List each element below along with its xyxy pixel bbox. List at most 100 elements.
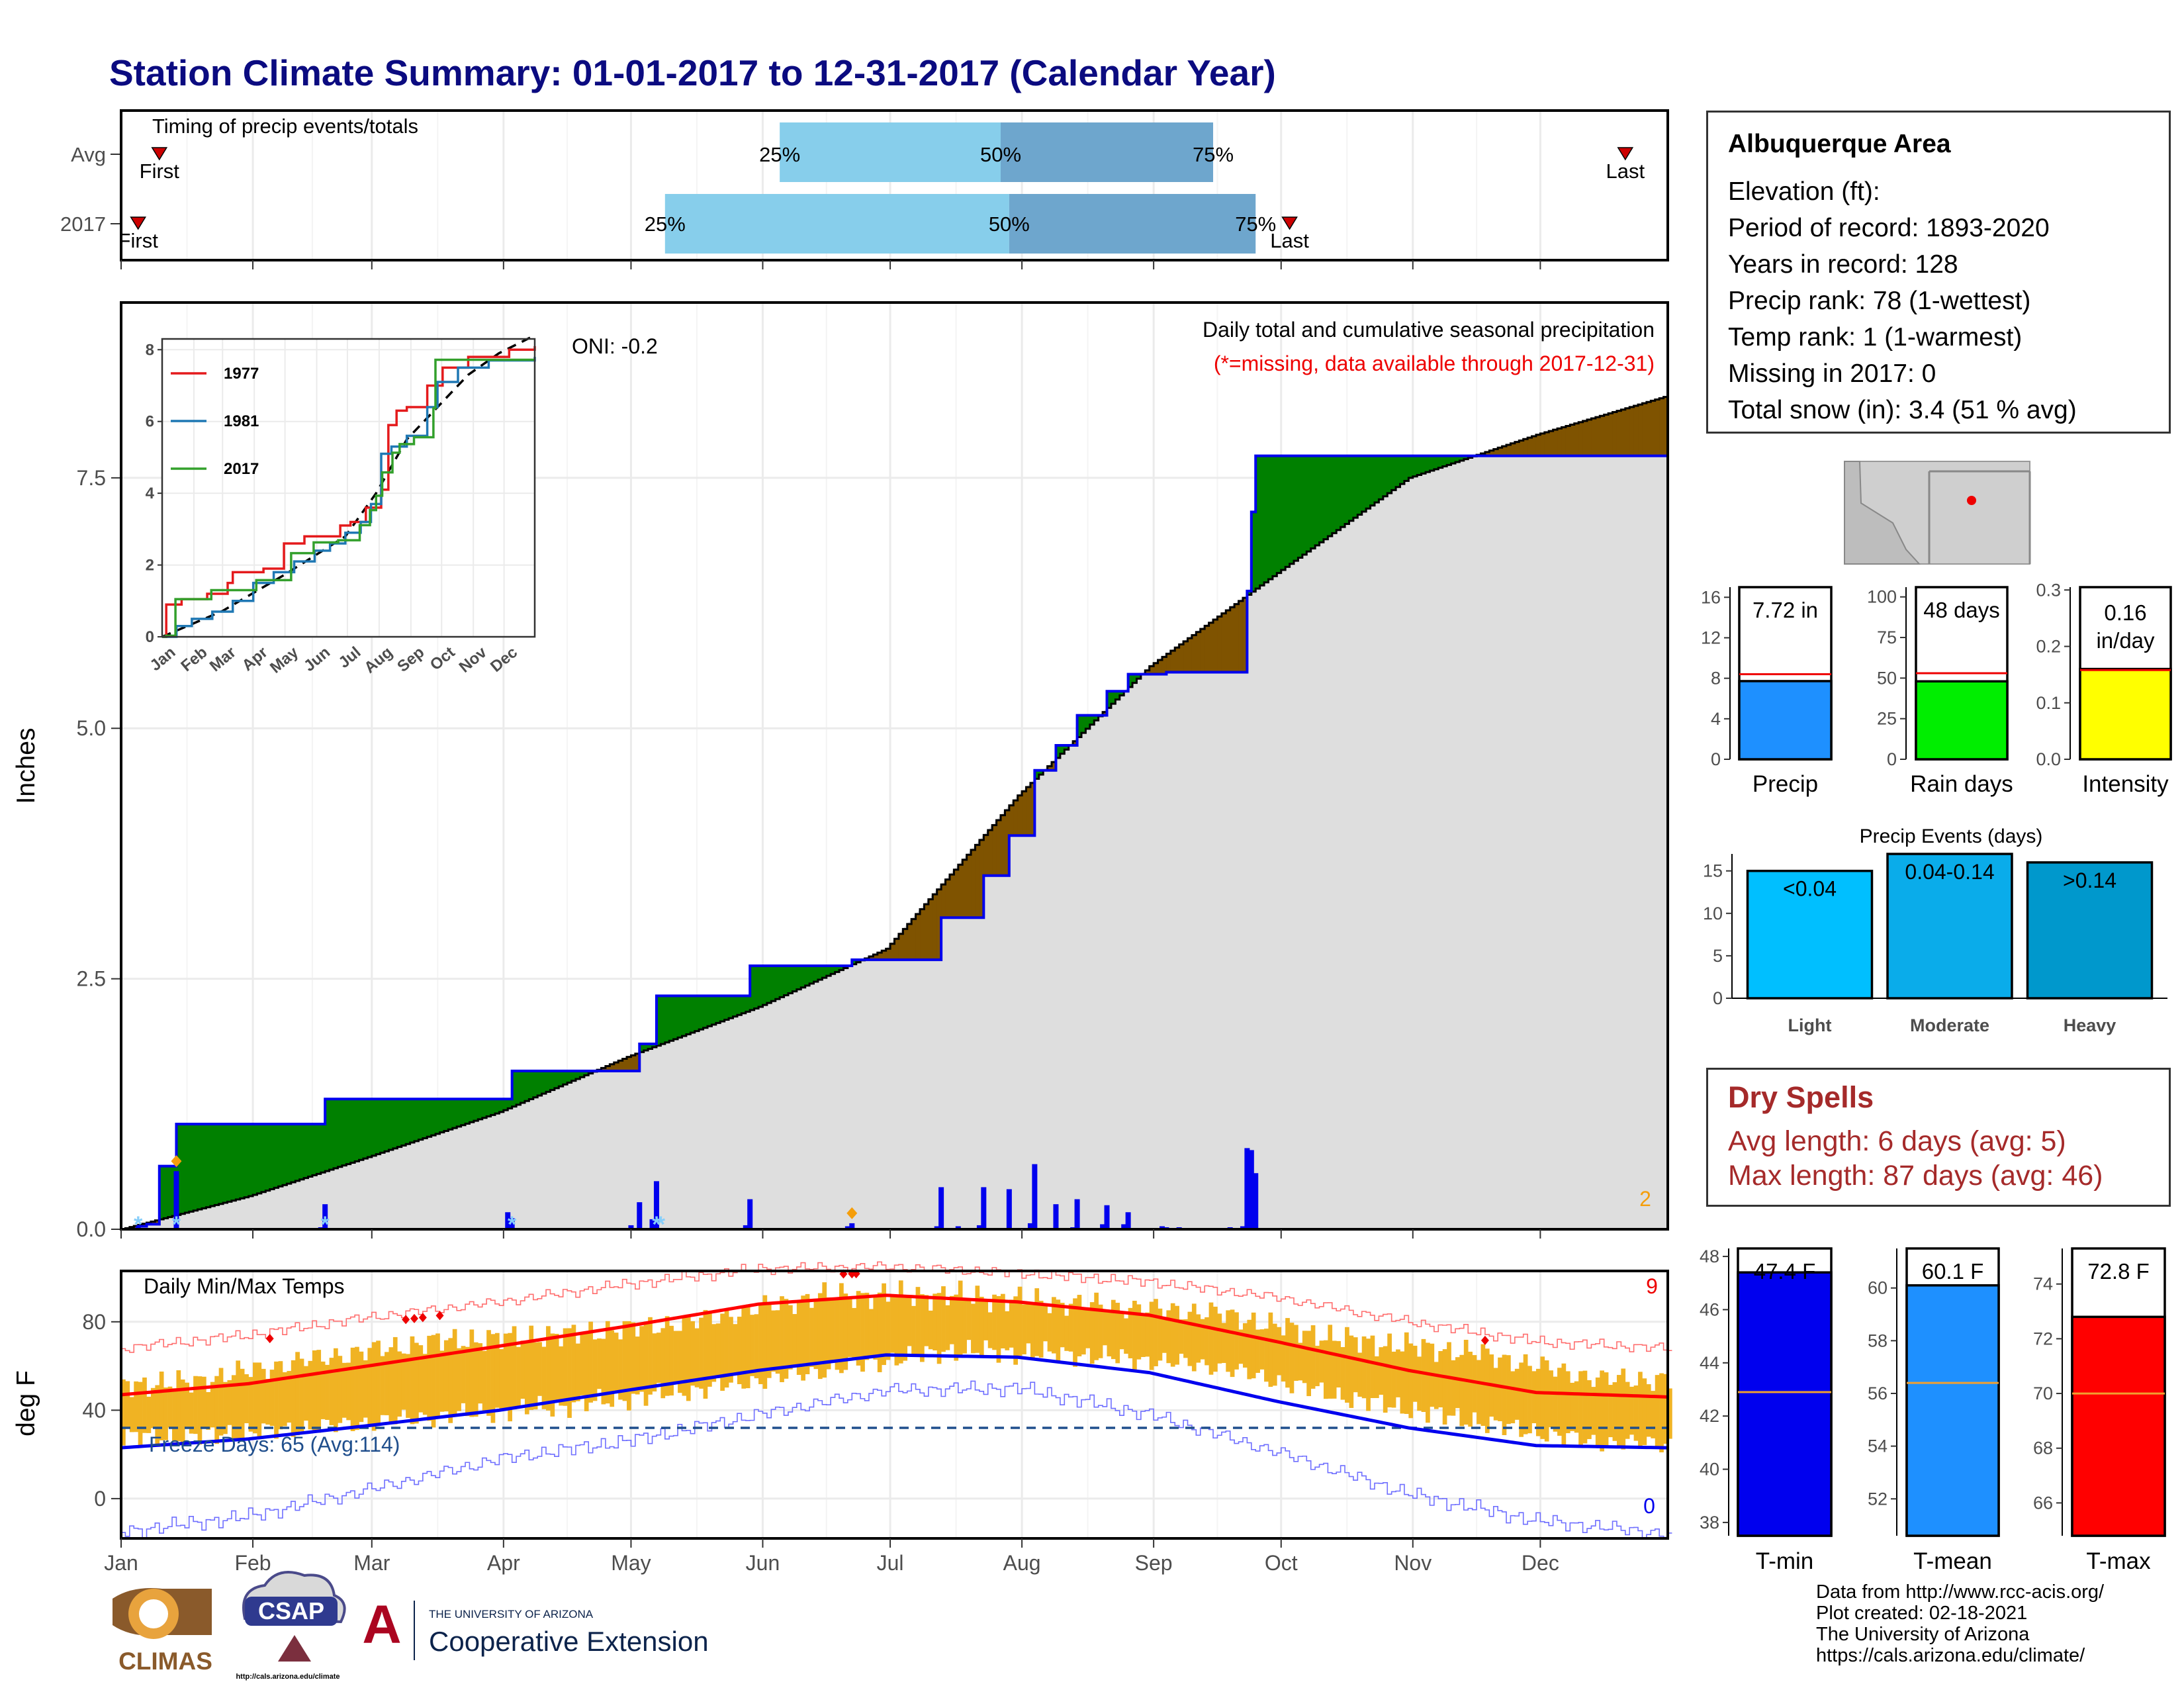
temp-daily-bar [1166, 1310, 1171, 1364]
temp-daily-bar [1060, 1303, 1065, 1348]
credits: Data from http://www.rcc-acis.org/ Plot … [1816, 1581, 2104, 1666]
events-category-label: Heavy [2064, 1015, 2116, 1035]
temp-daily-bar [690, 1321, 696, 1386]
precip-above-normal [380, 1099, 385, 1153]
temp-daily-bar [193, 1376, 198, 1434]
precip-above-normal [269, 1124, 275, 1190]
temp-daily-bar [1255, 1329, 1260, 1373]
temp-daily-bar [410, 1336, 415, 1425]
temp-daily-bar [1009, 1299, 1014, 1348]
precip-below-normal [1553, 430, 1558, 456]
precip-above-normal [780, 965, 785, 998]
precip-above-normal [210, 1124, 215, 1207]
temp-daily-bar [269, 1370, 275, 1427]
t-mean-bar [1905, 1284, 2000, 1537]
temp-daily-bar [427, 1335, 432, 1421]
temp-daily-bar [1565, 1371, 1570, 1434]
precip-below-normal [945, 879, 950, 918]
temp-daily-bar [214, 1376, 219, 1444]
timing-row-label: Avg [71, 143, 106, 166]
temp-daily-bar [614, 1333, 619, 1391]
temp-daily-bar [1183, 1319, 1188, 1358]
precip-below-normal [1519, 440, 1524, 456]
temp-daily-bar [733, 1324, 738, 1374]
temp-daily-bar [367, 1348, 373, 1426]
record-high-marker [435, 1311, 444, 1321]
precip-below-normal [1026, 787, 1031, 836]
precip-above-normal [567, 1070, 572, 1083]
t-min-tick-label: 46 [1700, 1299, 1719, 1319]
temp-daily-bar [864, 1292, 870, 1360]
temp-daily-bar [1459, 1354, 1465, 1427]
precip-below-normal [1183, 641, 1189, 673]
precip-below-normal [1022, 791, 1027, 836]
temp-daily-bar [155, 1385, 160, 1446]
temp-daily-bar [1017, 1286, 1023, 1356]
temp-daily-bar [627, 1321, 631, 1411]
precip-above-normal [189, 1124, 194, 1212]
station-years: Years in record: 128 [1728, 250, 1958, 279]
precip-below-normal [966, 855, 972, 918]
temp-daily-bar [1498, 1357, 1502, 1421]
precip-above-normal [529, 1070, 534, 1100]
temp-daily-bar [1463, 1339, 1469, 1425]
temp-daily-bar [817, 1293, 823, 1380]
month-tick-label: May [611, 1551, 651, 1575]
temp-daily-bar [966, 1298, 972, 1340]
rain-days: 0 25 50 75 100 48 days Rain days [1867, 586, 2013, 797]
precip-above-normal [1081, 715, 1087, 733]
temp-daily-bar [1128, 1307, 1133, 1358]
rain-days-tick-label: 0 [1887, 749, 1897, 769]
precip-daily-bar [322, 1204, 328, 1229]
timing-first-label: First [118, 229, 159, 252]
temp-daily-bar [278, 1361, 283, 1430]
precip-above-normal [244, 1124, 250, 1197]
precip-above-normal [559, 1070, 564, 1087]
temp-daily-bar [1277, 1327, 1282, 1376]
inset-background [162, 339, 535, 637]
precip-above-normal [465, 1099, 471, 1124]
precip-below-normal [882, 951, 887, 960]
temp-daily-bar [890, 1297, 895, 1353]
precip-above-normal [669, 996, 674, 1041]
precip-below-normal [1621, 409, 1626, 456]
precip-above-normal [1272, 455, 1277, 577]
t-min-label: T-min [1756, 1548, 1814, 1574]
intensity-value-label: 0.16 [2104, 600, 2146, 625]
temp-daily-bar [448, 1338, 453, 1423]
temp-daily-bar [822, 1282, 827, 1378]
precip-above-normal [304, 1124, 309, 1178]
temp-daily-bar [533, 1342, 538, 1410]
temp-daily-bar [1251, 1312, 1256, 1379]
temp-daily-bar [163, 1387, 168, 1440]
temp-daily-bar [877, 1292, 882, 1372]
temp-daily-bar [903, 1295, 908, 1361]
temp-daily-bar [843, 1293, 848, 1370]
temp-daily-bar [325, 1364, 330, 1421]
ua-logo-top: THE UNIVERSITY OF ARIZONA [429, 1608, 594, 1620]
temp-daily-bar [1332, 1340, 1337, 1399]
precip-below-normal [1565, 426, 1570, 456]
temp-daily-bar [1659, 1373, 1664, 1452]
precip-above-normal [206, 1124, 211, 1207]
temp-daily-bar [1646, 1384, 1651, 1437]
precip-above-normal [1455, 455, 1461, 463]
temp-daily-bar [1306, 1331, 1311, 1397]
precip-total-tick-label: 16 [1701, 587, 1721, 607]
temp-daily-bar [486, 1330, 491, 1416]
temp-daily-bar [1094, 1292, 1099, 1360]
precip-below-normal [1242, 598, 1248, 673]
temp-daily-bar [1247, 1319, 1252, 1380]
temp-daily-bar [1587, 1380, 1592, 1439]
temp-daily-bar [524, 1340, 529, 1415]
temp-daily-bar [355, 1346, 359, 1430]
temp-daily-bar [1621, 1368, 1626, 1450]
t-mean-tick-label: 52 [1868, 1489, 1888, 1509]
temp-daily-bar [473, 1342, 478, 1417]
precip-below-normal [1005, 810, 1010, 876]
temp-daily-bar [1510, 1371, 1516, 1424]
precip-below-normal [962, 859, 968, 918]
temp-daily-bar [648, 1317, 653, 1395]
precip-above-normal [414, 1099, 420, 1141]
temp-daily-bar [703, 1309, 708, 1399]
